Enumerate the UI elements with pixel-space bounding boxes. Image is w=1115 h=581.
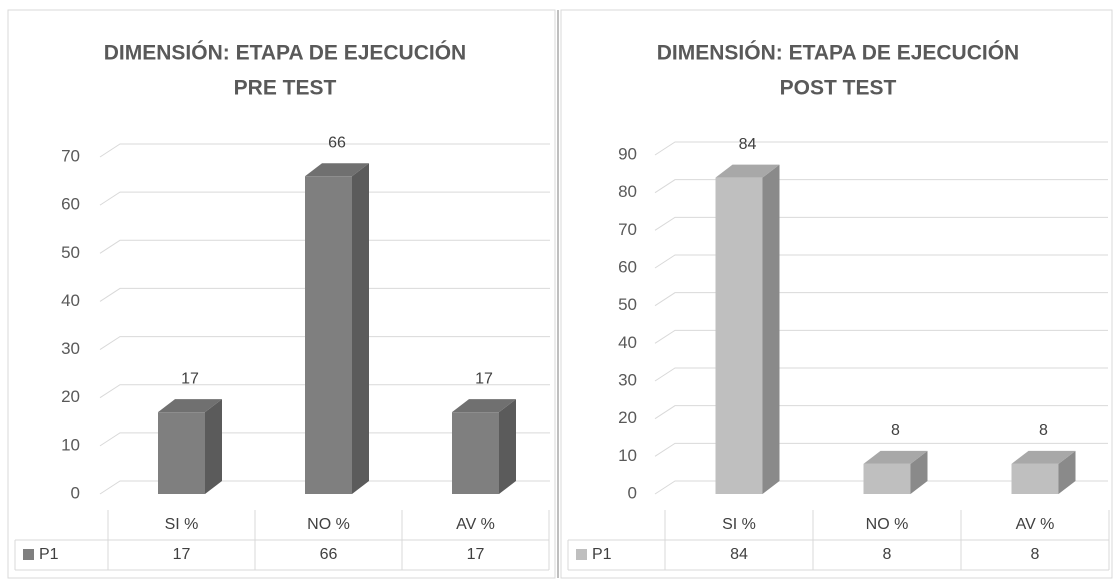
grid-line: [654, 254, 1108, 269]
x-tick-label: SI %: [165, 516, 199, 533]
bar: [863, 463, 911, 494]
bar-top: [452, 399, 516, 413]
grid-line: [654, 216, 1108, 231]
grid-line: [654, 405, 1108, 420]
legend-label: P1: [39, 546, 59, 563]
panel-border: [560, 9, 1113, 579]
y-tick-label: 30: [618, 370, 637, 389]
chart-title: DIMENSIÓN: ETAPA DE EJECUCIÓN: [657, 41, 1019, 65]
grid-line: [99, 239, 550, 254]
grid-line: [99, 480, 550, 495]
bar: [715, 177, 763, 494]
x-tick-label: AV %: [1016, 516, 1055, 533]
y-tick-label: 80: [618, 182, 637, 201]
bar-top: [863, 450, 928, 464]
y-tick-label: 60: [61, 195, 80, 214]
bar-side: [910, 450, 928, 494]
y-tick-label: 0: [71, 483, 80, 502]
y-tick-label: 20: [61, 387, 80, 406]
grid-line: [99, 143, 550, 158]
grid-line: [99, 336, 550, 350]
grid-line: [654, 329, 1108, 344]
data-label: 84: [739, 136, 757, 153]
y-tick-label: 60: [618, 257, 637, 276]
grid-line: [654, 442, 1108, 457]
y-tick-label: 20: [618, 408, 637, 427]
legend-label: P1: [592, 546, 612, 563]
grid-line: [99, 191, 550, 206]
grid-line: [654, 141, 1108, 156]
bar-side: [352, 163, 369, 494]
chart-title: DIMENSIÓN: ETAPA DE EJECUCIÓN: [104, 41, 466, 65]
bar-side: [205, 399, 222, 494]
y-tick-label: 40: [61, 291, 80, 310]
bar-top: [305, 163, 369, 177]
bar-side: [762, 164, 780, 494]
table-value: 17: [467, 546, 485, 563]
table-value: 8: [1031, 546, 1040, 563]
chart-subtitle: POST TEST: [780, 77, 897, 100]
grid-line: [99, 432, 550, 447]
data-label: 8: [891, 422, 900, 439]
grid-line: [654, 292, 1108, 307]
bar: [158, 412, 205, 494]
legend-swatch: [576, 549, 587, 560]
data-label: 17: [475, 370, 493, 387]
x-tick-label: NO %: [866, 516, 909, 533]
table-value: 66: [320, 546, 338, 563]
legend-swatch: [23, 549, 34, 560]
panel-border: [7, 9, 556, 579]
grid-line: [99, 384, 550, 399]
y-tick-label: 10: [61, 435, 80, 454]
y-tick-label: 10: [618, 446, 637, 465]
grid-line: [654, 179, 1108, 194]
y-tick-label: 50: [61, 243, 80, 262]
x-tick-label: AV %: [456, 516, 495, 533]
table-value: 84: [730, 546, 748, 563]
y-tick-label: 40: [618, 333, 637, 352]
y-tick-label: 0: [628, 483, 637, 502]
bar-top: [715, 164, 780, 178]
grid-line: [654, 367, 1108, 382]
bar: [452, 412, 499, 494]
table-value: 8: [883, 546, 892, 563]
bar-side: [499, 399, 516, 494]
y-tick-label: 50: [618, 295, 637, 314]
bar: [305, 176, 352, 494]
table-value: 17: [173, 546, 191, 563]
data-label: 17: [181, 370, 199, 387]
grid-line: [654, 480, 1108, 495]
bar-top: [158, 399, 222, 413]
bar-top: [1011, 450, 1076, 464]
x-tick-label: NO %: [307, 516, 350, 533]
y-tick-label: 30: [61, 339, 80, 358]
y-tick-label: 90: [618, 144, 637, 163]
y-tick-label: 70: [61, 146, 80, 165]
data-label: 66: [328, 134, 346, 151]
chart-subtitle: PRE TEST: [234, 77, 337, 100]
data-label: 8: [1039, 422, 1048, 439]
bar: [1011, 463, 1059, 494]
bar-side: [1058, 450, 1076, 494]
grid-line: [99, 287, 550, 302]
y-tick-label: 70: [618, 220, 637, 239]
x-tick-label: SI %: [722, 516, 756, 533]
